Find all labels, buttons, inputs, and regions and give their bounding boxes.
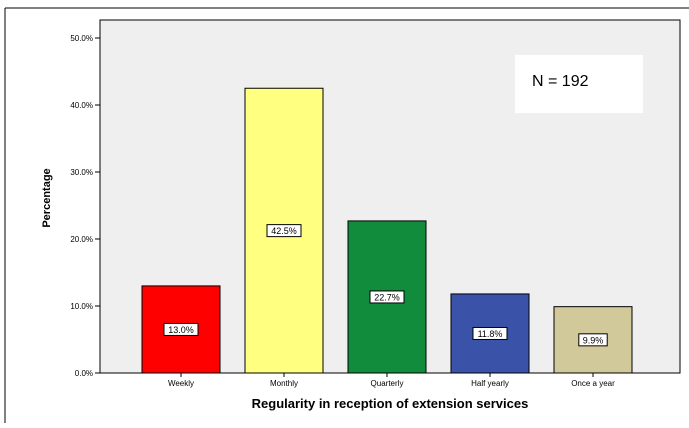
data-label-box: [578, 333, 608, 347]
bars-group: 13.0% 42.5% 22.7% 11.8% 9.9%: [141, 87, 633, 374]
x-axis-title: Regularity in reception of extension ser…: [252, 396, 529, 411]
y-tick-label: 40.0%: [70, 101, 93, 110]
x-axis: Weekly Monthly Quarterly Half yearly Once a …: [168, 373, 615, 388]
data-label: 11.8%: [478, 329, 503, 339]
x-tick-label: Once a year: [571, 379, 615, 388]
y-axis: 0.0% 10.0% 20.0% 30.0% 40.0% 50.0%: [70, 34, 100, 378]
data-label-box: [163, 322, 199, 336]
annotation-box: [515, 55, 643, 113]
data-label-box: [472, 326, 508, 340]
data-label: 22.7%: [374, 292, 400, 302]
data-label: 42.5%: [271, 226, 297, 236]
y-tick-label: 20.0%: [70, 235, 93, 244]
y-tick-label: 0.0%: [75, 369, 93, 378]
y-tick-label: 50.0%: [70, 34, 93, 43]
x-tick-label: Weekly: [168, 379, 194, 388]
y-tick-label: 30.0%: [70, 168, 93, 177]
annotation-label: N = 192: [532, 73, 589, 90]
data-label: 13.0%: [168, 325, 194, 335]
data-label: 9.9%: [583, 335, 604, 345]
x-tick-label: Monthly: [270, 379, 298, 388]
y-tick-label: 10.0%: [70, 302, 93, 311]
data-label-box: [266, 224, 302, 238]
y-axis-title: Percentage: [41, 168, 53, 227]
x-tick-label: Half yearly: [471, 379, 509, 388]
x-tick-label: Quarterly: [371, 379, 404, 388]
data-label-box: [369, 290, 405, 304]
